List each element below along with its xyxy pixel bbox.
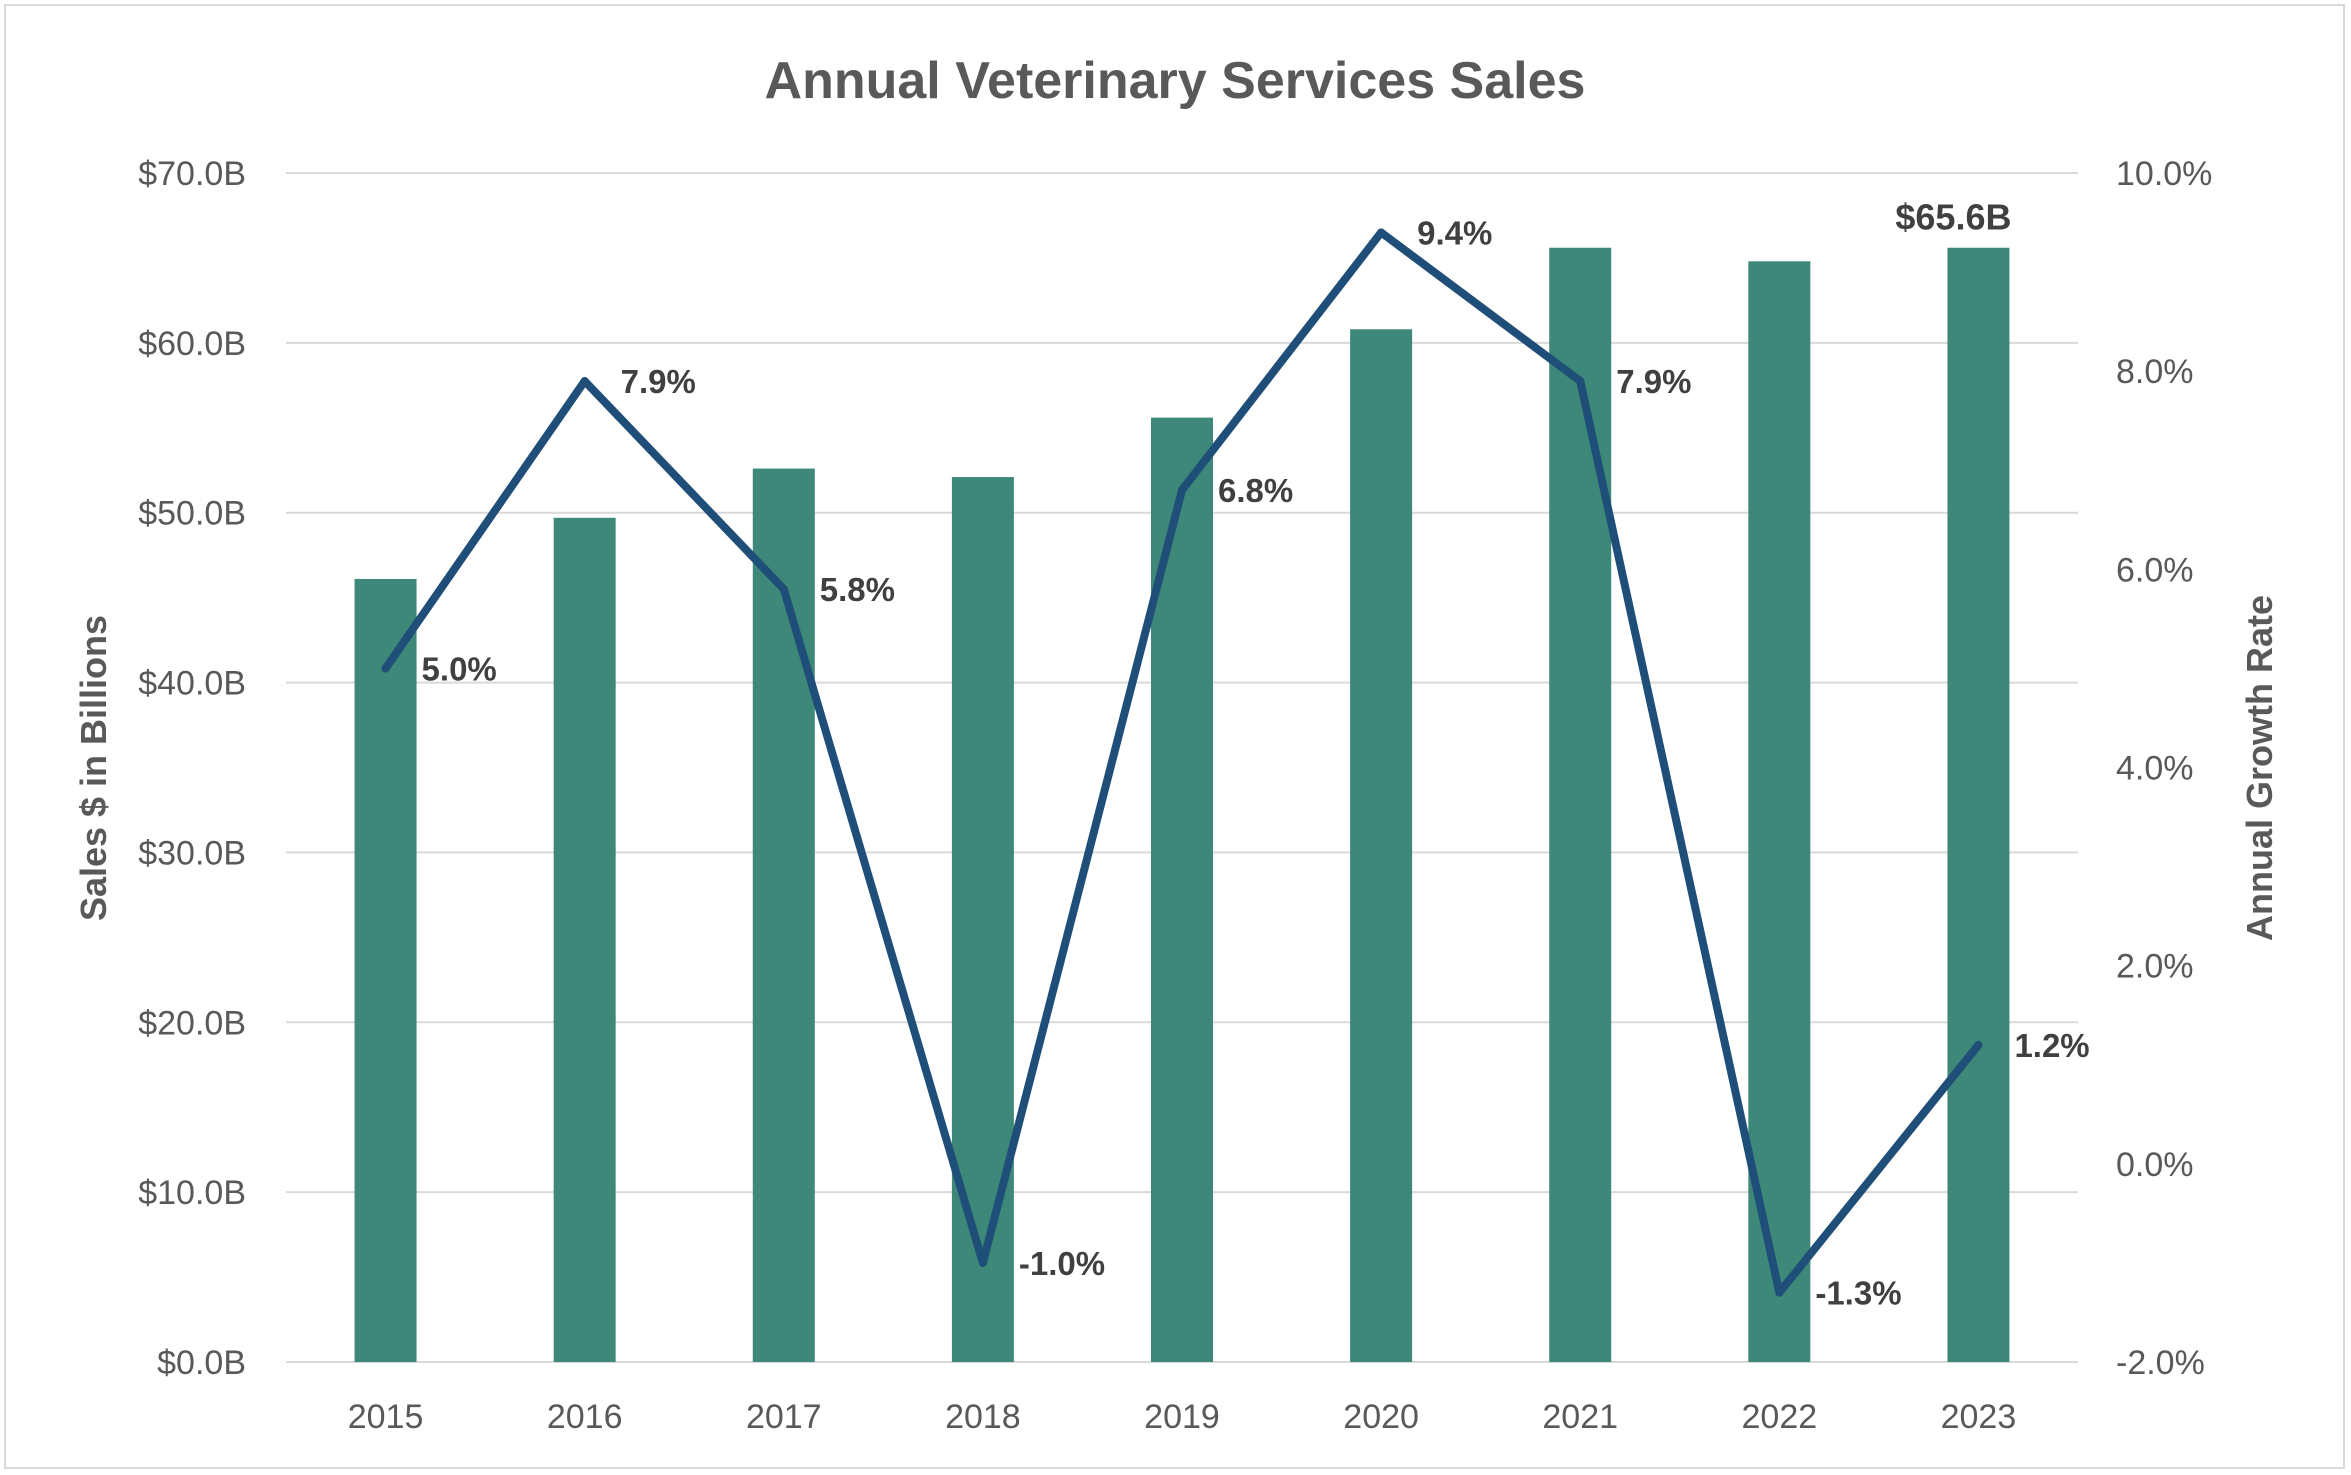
line-data-label: 9.4% (1417, 214, 1492, 251)
line-data-label: 7.9% (1616, 363, 1691, 400)
right-axis-ticks: -2.0% 0.0% 2.0% 4.0% 6.0% 8.0% 10.0% (2116, 155, 2212, 1382)
left-tick-label: $70.0B (138, 155, 246, 193)
chart-title: Annual Veterinary Services Sales (765, 52, 1586, 110)
x-tick-label: 2018 (945, 1398, 1021, 1436)
line-data-label: -1.0% (1019, 1245, 1105, 1282)
bar (1350, 329, 1413, 1363)
right-tick-label: 4.0% (2116, 750, 2194, 788)
left-tick-label: $20.0B (138, 1004, 246, 1042)
x-tick-label: 2015 (348, 1398, 424, 1436)
x-axis-ticks: 2015 2016 2017 2018 2019 2020 2021 2022 2023 (348, 1398, 2017, 1436)
x-tick-label: 2017 (746, 1398, 822, 1436)
bar (1947, 247, 2010, 1362)
line-point (1576, 377, 1585, 386)
line-data-label: 5.0% (422, 650, 497, 687)
right-tick-label: 8.0% (2116, 353, 2194, 391)
x-tick-label: 2022 (1742, 1398, 1818, 1436)
line-series: 5.0% 7.9% 5.8% -1.0% 6.8% 9.4% 7.9% -1.3% 1.2% (381, 214, 2090, 1312)
left-tick-label: $60.0B (138, 325, 246, 363)
left-axis-ticks: $0.0B $10.0B $20.0B $30.0B $40.0B $50.0B $60.0… (138, 155, 246, 1382)
right-axis-title: Annual Growth Rate (2239, 595, 2280, 941)
line-data-label: 1.2% (2014, 1027, 2089, 1064)
left-tick-label: $30.0B (138, 834, 246, 872)
line-point (1775, 1288, 1784, 1297)
right-tick-label: 2.0% (2116, 948, 2194, 986)
line-point (1974, 1040, 1983, 1049)
bar (752, 468, 815, 1363)
bar-series: $65.6B (354, 197, 2011, 1363)
x-tick-label: 2016 (547, 1398, 623, 1436)
bar (1549, 247, 1612, 1362)
left-tick-label: $50.0B (138, 495, 246, 533)
line-point (381, 664, 390, 673)
x-tick-label: 2019 (1144, 1398, 1220, 1436)
line-point (1178, 486, 1186, 495)
bar-data-label: $65.6B (1895, 197, 2011, 238)
bar (553, 517, 616, 1362)
left-tick-label: $0.0B (157, 1344, 246, 1382)
right-tick-label: -2.0% (2116, 1344, 2205, 1382)
left-tick-label: $10.0B (138, 1174, 246, 1212)
line-point (779, 585, 788, 594)
left-axis-title: Sales $ in Billions (73, 615, 114, 921)
right-tick-label: 10.0% (2116, 155, 2212, 193)
x-tick-label: 2021 (1542, 1398, 1618, 1436)
line-data-label: 5.8% (820, 571, 895, 608)
x-tick-label: 2023 (1941, 1398, 2017, 1436)
line-point (1377, 228, 1386, 237)
right-tick-label: 0.0% (2116, 1146, 2194, 1184)
bar (951, 477, 1014, 1362)
line-point (580, 377, 589, 386)
bar (1748, 261, 1811, 1363)
line-data-label: 6.8% (1218, 472, 1293, 509)
right-tick-label: 6.0% (2116, 551, 2194, 589)
line-data-label: -1.3% (1815, 1275, 1901, 1312)
bar (354, 578, 417, 1362)
left-tick-label: $40.0B (138, 665, 246, 703)
line-point (978, 1258, 987, 1267)
line-data-label: 7.9% (621, 363, 696, 400)
x-tick-label: 2020 (1343, 1398, 1419, 1436)
